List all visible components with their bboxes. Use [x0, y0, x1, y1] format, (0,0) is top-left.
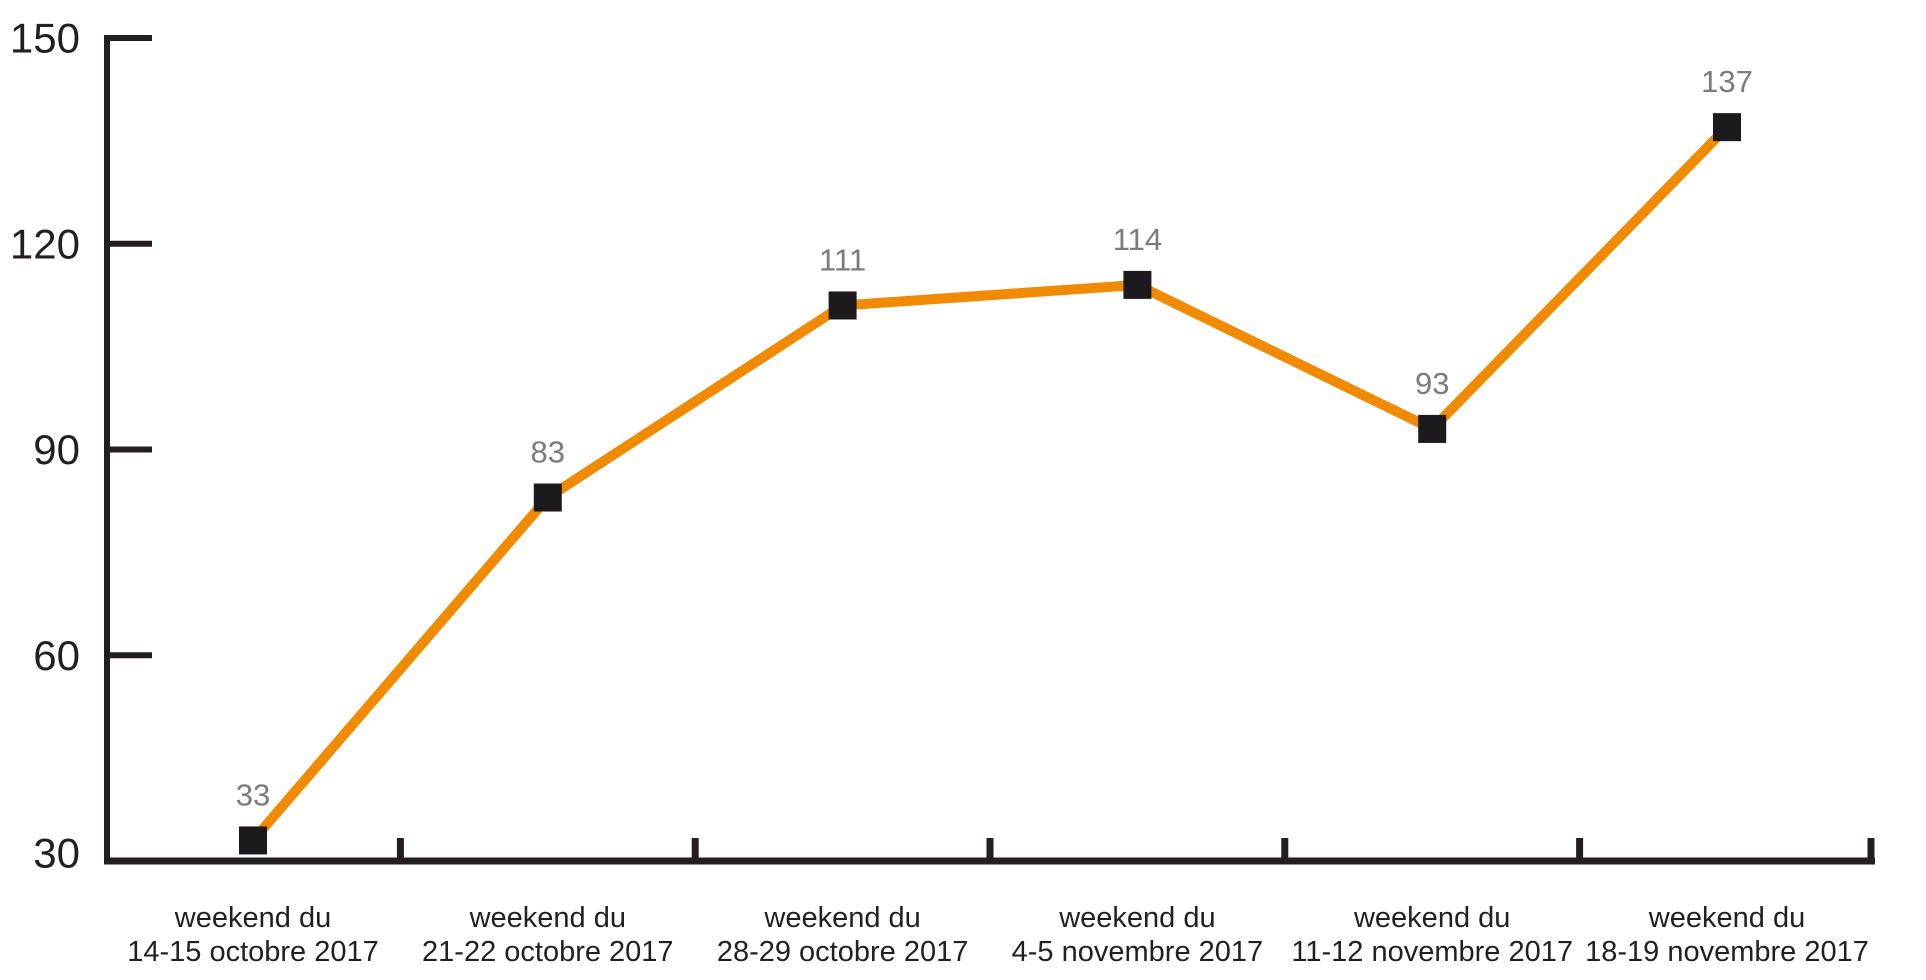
value-label: 33 [236, 777, 270, 812]
data-point-marker [533, 483, 562, 512]
y-tick-label: 90 [33, 426, 80, 473]
data-point-marker [828, 291, 857, 320]
data-point-marker [1713, 113, 1741, 142]
y-tick-label: 60 [33, 632, 80, 679]
x-category-label-line1: weekend du [1058, 902, 1215, 934]
data-point-marker [1123, 270, 1152, 299]
x-category-label-line1: weekend du [1353, 902, 1510, 934]
x-category-label-line2: 4-5 novembre 2017 [1012, 936, 1264, 968]
x-category-label-line2: 14-15 octobre 2017 [127, 936, 379, 968]
data-point-marker [1418, 414, 1447, 443]
value-label: 137 [1701, 64, 1753, 99]
x-category-label-line1: weekend du [174, 902, 331, 934]
value-label: 114 [1113, 222, 1162, 257]
x-category-label-line2: 18-19 novembre 2017 [1585, 936, 1869, 968]
x-category-label-line1: weekend du [1648, 902, 1805, 934]
value-label: 83 [531, 435, 565, 470]
x-category-label-line2: 28-29 octobre 2017 [717, 936, 969, 968]
x-category-label-line2: 21-22 octobre 2017 [422, 936, 674, 968]
y-tick-label: 30 [33, 830, 80, 877]
x-category-label-line1: weekend du [469, 902, 626, 934]
series-line [249, 123, 1731, 844]
x-category-label-line2: 11-12 novembre 2017 [1291, 936, 1573, 968]
y-tick-label: 120 [10, 220, 80, 267]
y-tick-label: 150 [10, 15, 80, 62]
value-label: 111 [819, 242, 866, 277]
data-point-marker [239, 826, 267, 855]
x-category-label-line1: weekend du [763, 902, 920, 934]
value-label: 93 [1415, 366, 1449, 401]
